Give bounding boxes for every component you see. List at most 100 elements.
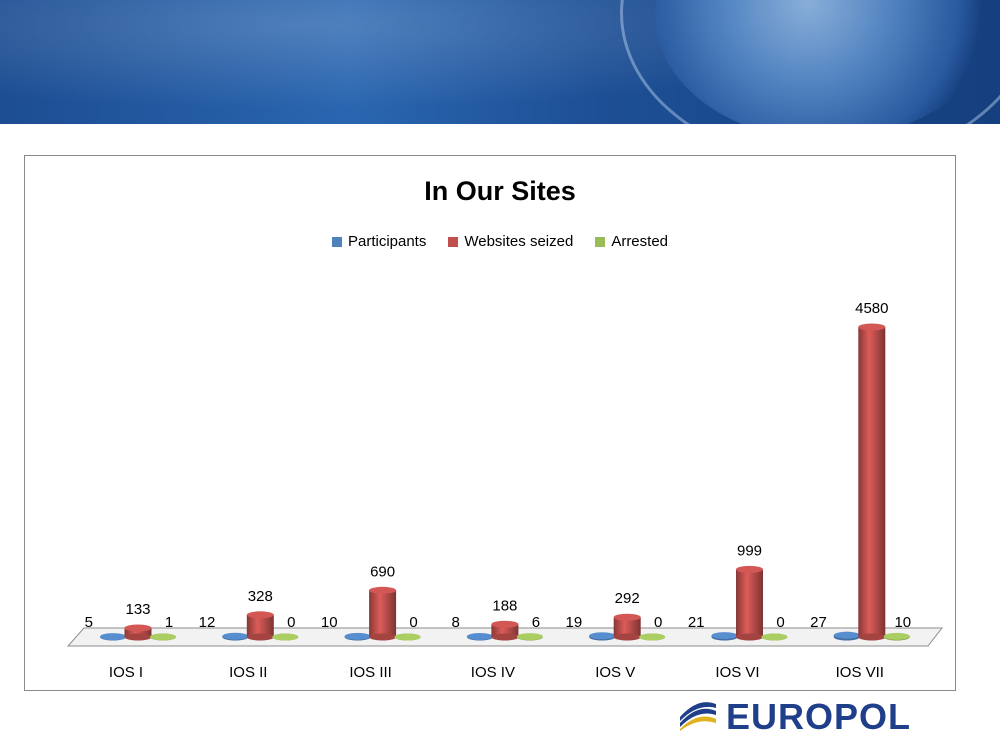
bar-body [491,624,519,637]
bar-websites-seized-5 [613,613,641,641]
bar-top [883,632,910,640]
bar-arrested-3 [394,633,421,641]
bar-base [124,633,152,641]
data-label-arrested-1: 1 [165,614,173,631]
data-label-websites-seized-6: 999 [737,542,762,559]
x-tick-label: IOS V [595,664,635,681]
bar-body [369,590,397,637]
bar-top [711,632,738,640]
data-label-participants-4: 8 [452,614,460,631]
legend-label-arrested: Arrested [611,233,669,250]
x-tick-label: IOS III [349,664,392,681]
data-label-participants-6: 21 [688,614,705,631]
bar-arrested-7 [883,632,910,641]
bar-top [369,586,397,594]
bar-base [613,633,641,641]
legend-item-participants: Participants [331,233,427,250]
bar-base [491,633,519,641]
data-label-participants-5: 19 [566,614,583,631]
bar-base [369,633,397,641]
bar-body [246,614,274,637]
x-tick-label: IOS VI [715,664,759,681]
data-label-arrested-7: 10 [894,614,911,631]
bar-participants-2 [222,632,249,641]
bar-top [858,323,886,331]
bar-base [246,633,274,641]
bar-websites-seized-1 [124,624,152,641]
bar-participants-7 [833,631,860,641]
bar-participants-3 [344,632,371,641]
data-label-websites-seized-7: 4580 [855,300,888,317]
data-label-websites-seized-1: 133 [125,601,150,618]
legend-label-websites-seized: Websites seized [464,233,574,250]
bar-body [124,627,152,637]
data-label-arrested-2: 0 [287,614,295,631]
bar-top [272,633,299,641]
data-label-participants-2: 12 [199,614,216,631]
bar-participants-4 [466,632,493,641]
bar-websites-seized-2 [246,611,274,641]
bar-top [491,620,519,628]
bar-top [246,611,274,619]
x-tick-label: IOS I [109,664,143,681]
x-tick-label: IOS VII [836,664,884,681]
globe-graphic [655,0,995,124]
chart-legend: Participants Websites seized Arrested [0,233,1000,250]
bar-arrested-2 [272,633,299,641]
bar-top [466,632,493,640]
bar-websites-seized-4 [491,620,519,641]
bar-arrested-1 [150,633,176,641]
bar-body [736,569,763,637]
legend-label-participants: Participants [347,233,427,250]
bar-top [222,632,249,640]
data-label-websites-seized-2: 328 [248,588,273,605]
bar-top [639,633,666,641]
bar-body [858,327,886,637]
bar-arrested-4 [516,633,543,641]
bar-top [124,624,152,632]
legend-swatch-websites-seized [448,236,459,247]
bar-top [613,613,641,621]
bar-top [344,632,371,640]
chart-title: In Our Sites [424,176,576,206]
bar-arrested-5 [639,633,666,641]
data-label-participants-3: 10 [321,614,338,631]
logo-wordmark: EUROPOL [726,696,912,737]
bar-top [761,633,788,641]
data-label-arrested-5: 0 [654,614,662,631]
bar-top [394,633,421,641]
legend-swatch-participants [331,236,342,247]
data-label-arrested-3: 0 [409,614,417,631]
bar-participants-1 [100,633,126,641]
data-label-websites-seized-3: 690 [370,563,395,580]
chart-frame [24,155,956,691]
data-label-arrested-6: 0 [776,614,784,631]
x-tick-label: IOS II [229,664,267,681]
bar-top [100,633,126,641]
bar-top [833,631,860,639]
bar-websites-seized-3 [369,586,397,641]
bar-websites-seized-7 [858,323,886,641]
legend-swatch-arrested [595,236,606,247]
data-label-websites-seized-5: 292 [615,590,640,607]
bar-participants-6 [711,632,738,641]
bar-top [736,565,763,573]
bar-arrested-6 [761,633,788,641]
data-label-participants-1: 5 [85,614,93,631]
data-label-arrested-4: 6 [532,614,540,631]
data-label-participants-7: 27 [810,614,827,631]
bar-top [589,632,616,640]
bar-top [516,633,543,641]
legend-item-arrested: Arrested [595,233,668,250]
bar-base [736,633,763,641]
header-banner [0,0,1000,124]
bar-top [150,633,176,641]
bar-participants-5 [589,632,616,641]
data-label-websites-seized-4: 188 [492,597,517,614]
bar-websites-seized-6 [736,565,763,641]
bar-body [613,617,641,637]
europol-logo: EUROPOL [678,696,978,737]
bar-base [858,633,886,641]
x-tick-label: IOS IV [471,664,515,681]
